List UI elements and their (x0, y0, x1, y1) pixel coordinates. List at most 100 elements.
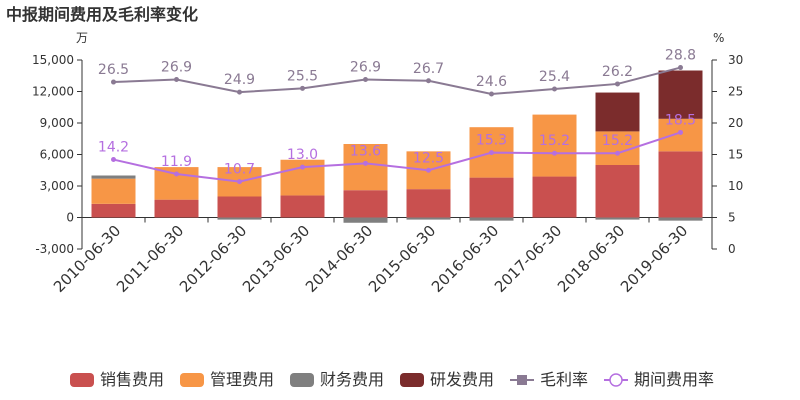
data-label-毛利率: 25.5 (287, 68, 318, 84)
data-label-毛利率: 26.7 (413, 61, 444, 77)
x-tick-label: 2019-06-30 (617, 222, 691, 296)
bar-销售费用-2010-06-30 (91, 203, 136, 218)
legend-marker (609, 373, 623, 387)
right-tick-label: 10 (728, 179, 743, 193)
left-tick-label: 15,000 (32, 53, 74, 67)
data-label-期间费用率: 15.2 (539, 133, 570, 149)
data-label-期间费用率: 13.6 (350, 143, 381, 159)
lines-layer: 26.5 26.9 24.9 25.5 26.9 26.7 24.6 25.4 26.2 28.8… (98, 48, 696, 185)
legend-marker (517, 375, 527, 385)
legend-label: 研发费用 (430, 370, 494, 389)
legend-label: 期间费用率 (634, 370, 714, 389)
data-label-期间费用率: 11.9 (161, 154, 192, 170)
point-毛利率-2015-06-30 (426, 78, 431, 84)
data-label-期间费用率: 13.0 (287, 147, 318, 163)
left-tick-label: 12,000 (32, 85, 74, 99)
point-毛利率-2013-06-30 (300, 85, 305, 91)
legend-swatch (290, 373, 314, 387)
point-毛利率-2016-06-30 (489, 91, 494, 97)
point-期间费用率-2018-06-30 (615, 150, 620, 156)
right-tick-label: 0 (728, 242, 736, 256)
bar-销售费用-2013-06-30 (280, 195, 325, 218)
point-期间费用率-2012-06-30 (237, 179, 242, 185)
bar-销售费用-2017-06-30 (532, 176, 577, 218)
point-毛利率-2014-06-30 (363, 77, 368, 83)
data-label-毛利率: 28.8 (665, 48, 696, 64)
left-tick-label: 9,000 (40, 116, 74, 130)
left-tick-label: 0 (66, 211, 74, 225)
right-tick-label: 20 (728, 116, 743, 130)
left-tick-label: -3,000 (35, 242, 74, 256)
bar-财务费用-2014-06-30 (343, 217, 388, 223)
legend-label: 销售费用 (100, 370, 164, 389)
legend-item-研发费用[interactable]: 研发费用 (400, 370, 494, 389)
point-毛利率-2010-06-30 (111, 79, 116, 85)
point-毛利率-2012-06-30 (237, 89, 242, 95)
bar-研发费用-2018-06-30 (595, 92, 640, 132)
data-label-毛利率: 24.6 (476, 74, 507, 90)
legend: 销售费用 管理费用 财务费用 研发费用 毛利率 期间费用率 (70, 370, 714, 389)
bar-销售费用-2011-06-30 (154, 199, 199, 218)
bar-财务费用-2018-06-30 (595, 217, 640, 220)
point-期间费用率-2019-06-30 (678, 129, 683, 135)
point-期间费用率-2011-06-30 (174, 171, 179, 177)
bar-销售费用-2014-06-30 (343, 190, 388, 218)
point-期间费用率-2015-06-30 (426, 167, 431, 173)
data-label-期间费用率: 15.3 (476, 133, 507, 149)
data-label-期间费用率: 14.2 (98, 140, 129, 156)
legend-label: 毛利率 (540, 370, 588, 389)
point-毛利率-2019-06-30 (678, 65, 683, 71)
point-期间费用率-2014-06-30 (363, 160, 368, 166)
legend-item-财务费用[interactable]: 财务费用 (290, 370, 384, 389)
bar-销售费用-2016-06-30 (469, 177, 514, 218)
bar-销售费用-2018-06-30 (595, 165, 640, 218)
bar-销售费用-2012-06-30 (217, 196, 262, 218)
legend-item-期间费用率[interactable]: 期间费用率 (604, 370, 714, 389)
point-毛利率-2011-06-30 (174, 77, 179, 83)
data-label-期间费用率: 15.2 (602, 133, 633, 149)
line-期间费用率 (113, 131, 681, 183)
point-期间费用率-2016-06-30 (489, 150, 494, 156)
data-label-期间费用率: 18.5 (665, 112, 696, 128)
point-期间费用率-2017-06-30 (552, 150, 557, 156)
right-tick-label: 5 (728, 211, 736, 225)
point-期间费用率-2013-06-30 (300, 164, 305, 170)
data-label-毛利率: 26.5 (98, 62, 129, 78)
right-tick-label: 25 (728, 85, 743, 99)
line-毛利率 (113, 66, 681, 96)
data-label-期间费用率: 10.7 (224, 162, 255, 178)
bar-财务费用-2019-06-30 (658, 217, 703, 221)
point-期间费用率-2010-06-30 (111, 157, 116, 163)
bar-财务费用-2016-06-30 (469, 217, 514, 221)
bar-财务费用-2015-06-30 (406, 217, 451, 220)
right-tick-label: 30 (728, 53, 743, 67)
right-tick-label: 15 (728, 148, 743, 162)
bar-管理费用-2017-06-30 (532, 114, 577, 177)
bar-财务费用-2010-06-30 (91, 175, 136, 179)
point-毛利率-2017-06-30 (552, 86, 557, 92)
data-label-期间费用率: 12.5 (413, 150, 444, 166)
data-label-毛利率: 24.9 (224, 72, 255, 88)
data-label-毛利率: 26.2 (602, 64, 633, 80)
bar-管理费用-2010-06-30 (91, 178, 136, 204)
data-label-毛利率: 26.9 (350, 60, 381, 76)
left-axis-unit: 万 (76, 31, 88, 45)
bar-财务费用-2012-06-30 (217, 217, 262, 220)
data-label-毛利率: 25.4 (539, 69, 570, 85)
legend-swatch (180, 373, 204, 387)
point-毛利率-2018-06-30 (615, 81, 620, 87)
legend-label: 财务费用 (320, 370, 384, 389)
data-label-毛利率: 26.9 (161, 60, 192, 76)
legend-item-管理费用[interactable]: 管理费用 (180, 370, 274, 389)
legend-swatch (400, 373, 424, 387)
bar-管理费用-2014-06-30 (343, 144, 388, 191)
right-axis-unit: % (713, 31, 724, 45)
legend-swatch (70, 373, 94, 387)
bar-研发费用-2019-06-30 (658, 70, 703, 119)
legend-item-毛利率[interactable]: 毛利率 (510, 370, 588, 389)
legend-item-销售费用[interactable]: 销售费用 (70, 370, 164, 389)
left-tick-label: 6,000 (40, 148, 74, 162)
chart-title: 中报期间费用及毛利率变化 (6, 5, 198, 24)
